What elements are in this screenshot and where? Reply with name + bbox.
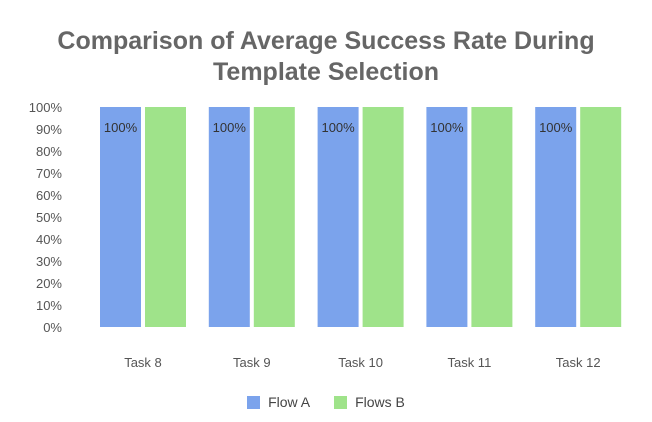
legend-label-flow-a: Flow A — [268, 394, 311, 410]
data-label: 100% — [321, 120, 355, 135]
y-tick-label: 70% — [36, 166, 62, 181]
bar-flow-a — [100, 107, 141, 327]
bar-flows-b — [253, 107, 295, 327]
legend-label-flows-b: Flows B — [355, 394, 405, 410]
y-tick-label: 40% — [36, 232, 62, 247]
bar-flows-b — [471, 107, 513, 327]
data-label: 100% — [213, 120, 247, 135]
data-label: 100% — [430, 120, 464, 135]
legend-swatch-flow-a — [247, 395, 261, 409]
chart-title-line2: Template Selection — [213, 58, 439, 86]
chart-title: Comparison of Average Success Rate Durin… — [0, 26, 652, 88]
bar-flow-a — [426, 107, 468, 327]
legend-swatch-flows-b — [334, 395, 348, 409]
x-tick-label: Task 11 — [447, 355, 491, 370]
bar-flows-b — [145, 107, 186, 327]
bar-flows-b — [362, 107, 404, 327]
y-tick-label: 30% — [36, 254, 62, 269]
bar-flow-a — [535, 107, 577, 327]
bar-flow-a — [317, 107, 359, 327]
y-tick-label: 100% — [29, 100, 63, 115]
bar-flow-a — [208, 107, 250, 327]
x-tick-label: Task 10 — [338, 355, 383, 370]
y-tick-label: 60% — [36, 188, 62, 203]
y-tick-label: 0% — [43, 320, 62, 335]
y-tick-label: 80% — [36, 144, 62, 159]
y-tick-label: 90% — [36, 122, 62, 137]
x-tick-label: Task 9 — [233, 355, 271, 370]
x-tick-label: Task 8 — [124, 355, 162, 370]
legend-item-flow-a: Flow A — [247, 394, 310, 410]
legend-item-flows-b: Flows B — [334, 394, 405, 410]
x-tick-label: Task 12 — [556, 355, 601, 370]
data-label: 100% — [539, 120, 573, 135]
bar-flows-b — [580, 107, 622, 327]
data-label: 100% — [104, 120, 138, 135]
chart-legend: Flow A Flows B — [0, 394, 652, 410]
y-tick-label: 20% — [36, 276, 62, 291]
y-tick-label: 10% — [36, 298, 62, 313]
chart-title-line1: Comparison of Average Success Rate Durin… — [57, 27, 595, 55]
y-tick-label: 50% — [36, 210, 62, 225]
